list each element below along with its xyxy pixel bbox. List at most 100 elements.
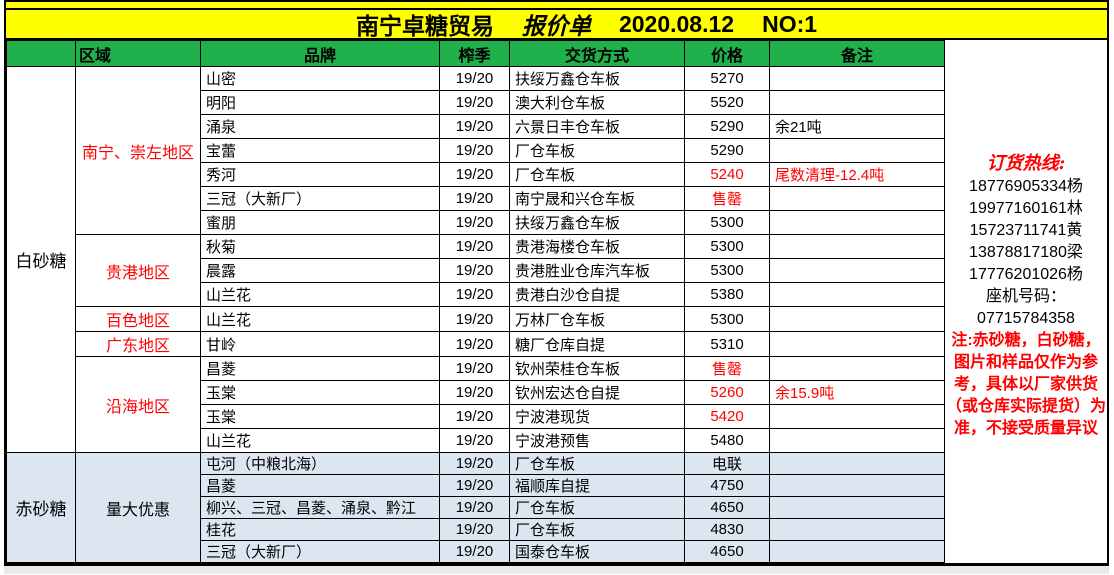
category-cell[interactable]: 赤砂糖 xyxy=(6,452,76,563)
delivery-cell[interactable]: 扶绥万鑫仓车板 xyxy=(509,66,685,91)
season-cell[interactable]: 19/20 xyxy=(439,380,510,405)
delivery-cell[interactable]: 厂仓车板 xyxy=(509,162,685,187)
remark-cell[interactable] xyxy=(769,540,945,563)
brand-cell[interactable]: 玉棠 xyxy=(200,404,440,429)
price-cell[interactable]: 5260 xyxy=(684,380,770,405)
season-cell[interactable]: 19/20 xyxy=(439,404,510,429)
price-cell[interactable]: 4750 xyxy=(684,474,770,497)
season-cell[interactable]: 19/20 xyxy=(439,210,510,235)
brand-cell[interactable]: 三冠（大新厂） xyxy=(200,186,440,211)
remark-cell[interactable] xyxy=(769,234,945,259)
price-cell[interactable]: 5380 xyxy=(684,282,770,307)
delivery-cell[interactable]: 钦州荣桂仓车板 xyxy=(509,356,685,381)
brand-cell[interactable]: 柳兴、三冠、昌菱、涌泉、黔江 xyxy=(200,496,440,519)
delivery-cell[interactable]: 南宁晟和兴仓车板 xyxy=(509,186,685,211)
remark-cell[interactable] xyxy=(769,258,945,283)
brand-cell[interactable]: 三冠（大新厂） xyxy=(200,540,440,563)
region-cell[interactable]: 贵港地区 xyxy=(75,234,201,307)
remark-cell[interactable] xyxy=(769,404,945,429)
brand-cell[interactable]: 山兰花 xyxy=(200,282,440,307)
price-cell[interactable]: 4650 xyxy=(684,540,770,563)
header-cell-brand[interactable]: 品牌 xyxy=(200,40,440,67)
header-cell-price[interactable]: 价格 xyxy=(684,40,770,67)
delivery-cell[interactable]: 宁波港现货 xyxy=(509,404,685,429)
delivery-cell[interactable]: 万林厂仓车板 xyxy=(509,306,685,332)
region-cell[interactable]: 量大优惠 xyxy=(75,452,201,563)
season-cell[interactable]: 19/20 xyxy=(439,90,510,115)
brand-cell[interactable]: 明阳 xyxy=(200,90,440,115)
price-cell[interactable]: 4830 xyxy=(684,518,770,541)
season-cell[interactable]: 19/20 xyxy=(439,258,510,283)
delivery-cell[interactable]: 钦州宏达仓自提 xyxy=(509,380,685,405)
brand-cell[interactable]: 屯河（中粮北海） xyxy=(200,452,440,475)
remark-cell[interactable] xyxy=(769,186,945,211)
header-cell-category[interactable] xyxy=(6,40,76,67)
remark-cell[interactable] xyxy=(769,474,945,497)
brand-cell[interactable]: 甘岭 xyxy=(200,331,440,357)
remark-cell[interactable] xyxy=(769,518,945,541)
season-cell[interactable]: 19/20 xyxy=(439,186,510,211)
remark-cell[interactable] xyxy=(769,428,945,453)
brand-cell[interactable]: 晨露 xyxy=(200,258,440,283)
remark-cell[interactable] xyxy=(769,356,945,381)
price-cell[interactable]: 5300 xyxy=(684,234,770,259)
price-cell[interactable]: 5300 xyxy=(684,258,770,283)
top-spacer-row[interactable] xyxy=(6,2,1107,10)
price-cell[interactable]: 5270 xyxy=(684,66,770,91)
region-cell[interactable]: 百色地区 xyxy=(75,306,201,332)
delivery-cell[interactable]: 国泰仓车板 xyxy=(509,540,685,563)
remark-cell[interactable] xyxy=(769,496,945,519)
brand-cell[interactable]: 秋菊 xyxy=(200,234,440,259)
title-bar[interactable]: 南宁卓糖贸易 报价单 2020.08.12 NO:1 xyxy=(6,10,1107,40)
header-cell-delivery[interactable]: 交货方式 xyxy=(509,40,685,67)
remark-cell[interactable] xyxy=(769,452,945,475)
delivery-cell[interactable]: 厂仓车板 xyxy=(509,452,685,475)
price-cell[interactable]: 5480 xyxy=(684,428,770,453)
season-cell[interactable]: 19/20 xyxy=(439,518,510,541)
brand-cell[interactable]: 昌菱 xyxy=(200,356,440,381)
delivery-cell[interactable]: 厂仓车板 xyxy=(509,518,685,541)
price-cell[interactable]: 4650 xyxy=(684,496,770,519)
season-cell[interactable]: 19/20 xyxy=(439,356,510,381)
brand-cell[interactable]: 山兰花 xyxy=(200,306,440,332)
price-cell[interactable]: 5420 xyxy=(684,404,770,429)
price-cell[interactable]: 5240 xyxy=(684,162,770,187)
price-cell[interactable]: 5520 xyxy=(684,90,770,115)
season-cell[interactable]: 19/20 xyxy=(439,138,510,163)
brand-cell[interactable]: 玉棠 xyxy=(200,380,440,405)
season-cell[interactable]: 19/20 xyxy=(439,66,510,91)
delivery-cell[interactable]: 厂仓车板 xyxy=(509,138,685,163)
price-cell[interactable]: 售罄 xyxy=(684,186,770,211)
price-cell[interactable]: 5290 xyxy=(684,138,770,163)
brand-cell[interactable]: 桂花 xyxy=(200,518,440,541)
remark-cell[interactable] xyxy=(769,138,945,163)
brand-cell[interactable]: 山兰花 xyxy=(200,428,440,453)
remark-cell[interactable]: 余21吨 xyxy=(769,114,945,139)
header-cell-region[interactable]: 区域 xyxy=(75,40,201,67)
region-cell[interactable]: 广东地区 xyxy=(75,331,201,357)
delivery-cell[interactable]: 贵港胜业仓库汽车板 xyxy=(509,258,685,283)
remark-cell[interactable] xyxy=(769,210,945,235)
price-cell[interactable]: 售罄 xyxy=(684,356,770,381)
delivery-cell[interactable]: 贵港白沙仓自提 xyxy=(509,282,685,307)
price-cell[interactable]: 5300 xyxy=(684,306,770,332)
delivery-cell[interactable]: 贵港海楼仓车板 xyxy=(509,234,685,259)
price-cell[interactable]: 电联 xyxy=(684,452,770,475)
header-cell-remark[interactable]: 备注 xyxy=(769,40,945,67)
season-cell[interactable]: 19/20 xyxy=(439,496,510,519)
region-cell[interactable]: 南宁、崇左地区 xyxy=(75,66,201,235)
season-cell[interactable]: 19/20 xyxy=(439,282,510,307)
region-cell[interactable]: 沿海地区 xyxy=(75,356,201,453)
brand-cell[interactable]: 秀河 xyxy=(200,162,440,187)
season-cell[interactable]: 19/20 xyxy=(439,540,510,563)
season-cell[interactable]: 19/20 xyxy=(439,234,510,259)
price-cell[interactable]: 5300 xyxy=(684,210,770,235)
brand-cell[interactable]: 宝蕾 xyxy=(200,138,440,163)
remark-cell[interactable] xyxy=(769,282,945,307)
remark-cell[interactable]: 尾数清理-12.4吨 xyxy=(769,162,945,187)
price-cell[interactable]: 5290 xyxy=(684,114,770,139)
brand-cell[interactable]: 蜜朋 xyxy=(200,210,440,235)
season-cell[interactable]: 19/20 xyxy=(439,306,510,332)
season-cell[interactable]: 19/20 xyxy=(439,428,510,453)
remark-cell[interactable] xyxy=(769,90,945,115)
